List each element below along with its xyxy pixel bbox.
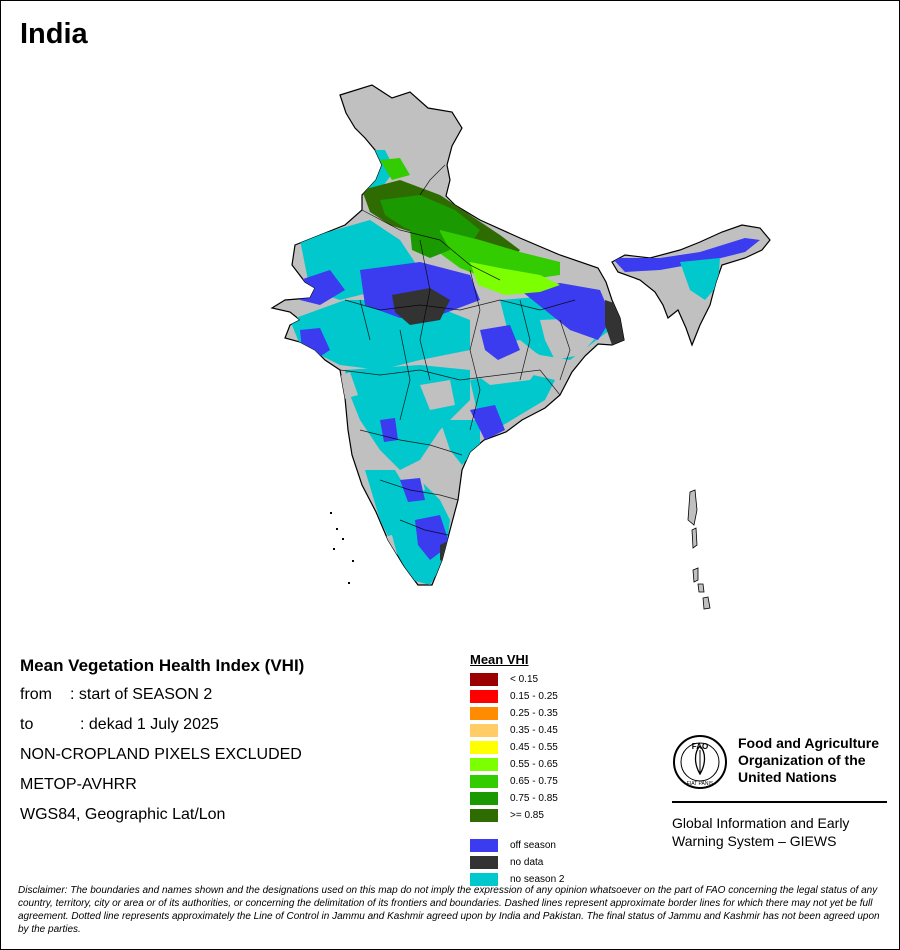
cropland-note: NON-CROPLAND PIXELS EXCLUDED xyxy=(20,746,302,763)
legend-item: 0.55 - 0.65 xyxy=(470,756,565,773)
from-value: : start of SEASON 2 xyxy=(70,686,213,703)
legend-label: no data xyxy=(510,857,544,868)
legend-swatch xyxy=(470,673,498,686)
legend-item: >= 0.85 xyxy=(470,807,565,824)
state-borders xyxy=(339,164,576,536)
disclaimer: Disclaimer: The boundaries and names sho… xyxy=(18,885,880,935)
legend-swatch xyxy=(470,707,498,720)
fao-logo-motto: FIAT PANIS xyxy=(687,781,714,787)
legend-item: 0.45 - 0.55 xyxy=(470,739,565,756)
fao-logo-icon: FAO FIAT PANIS xyxy=(673,735,727,789)
india-vhi-map xyxy=(270,84,771,610)
legend-swatch xyxy=(470,690,498,703)
period-to: to : dekad 1 July 2025 xyxy=(20,716,304,736)
period-from: from : start of SEASON 2 xyxy=(20,686,304,706)
legend-label: 0.25 - 0.35 xyxy=(510,708,558,719)
high-vhi-areas xyxy=(362,158,560,295)
legend-item: no season 2 xyxy=(470,871,565,888)
fao-name-line: United Nations xyxy=(738,769,837,785)
legend-label: 0.45 - 0.55 xyxy=(510,742,558,753)
fao-divider xyxy=(672,801,887,803)
fao-name-line: Food and Agriculture xyxy=(738,735,880,751)
legend-item: < 0.15 xyxy=(470,671,565,688)
giews-line: Global Information and Early xyxy=(672,815,850,831)
legend-item: 0.15 - 0.25 xyxy=(470,688,565,705)
legend-label: 0.75 - 0.85 xyxy=(510,793,558,804)
legend-item: 0.75 - 0.85 xyxy=(470,790,565,807)
northeast-no-season2 xyxy=(680,258,720,300)
legend-item: off season xyxy=(470,837,565,854)
map-title: India xyxy=(20,18,88,50)
fao-organization-name: Food and Agriculture Organization of the… xyxy=(738,735,898,786)
legend-label: 0.15 - 0.25 xyxy=(510,691,558,702)
legend-item: 0.35 - 0.45 xyxy=(470,722,565,739)
lakshadweep-islands xyxy=(330,512,354,584)
projection-note: WGS84, Geographic Lat/Lon xyxy=(20,806,226,823)
legend-item: no data xyxy=(470,854,565,871)
legend-label: < 0.15 xyxy=(510,674,539,685)
legend-label: no season 2 xyxy=(510,874,565,885)
giews-line: Warning System – GIEWS xyxy=(672,833,837,849)
legend-label: off season xyxy=(510,840,556,851)
legend-swatch xyxy=(470,873,498,886)
northeast-off-season xyxy=(612,238,760,272)
from-label: from xyxy=(20,686,52,703)
sensor-note: METOP-AVHRR xyxy=(20,776,137,793)
legend-item: 0.25 - 0.35 xyxy=(470,705,565,722)
legend-title: Mean VHI xyxy=(470,652,529,667)
legend-swatch xyxy=(470,724,498,737)
legend-swatch xyxy=(470,839,498,852)
legend-swatch xyxy=(470,792,498,805)
andaman-islands xyxy=(687,489,711,610)
to-label: to xyxy=(20,716,34,733)
index-heading: Mean Vegetation Health Index (VHI) xyxy=(20,656,305,675)
legend-swatch xyxy=(470,809,498,822)
legend-swatch xyxy=(470,741,498,754)
legend-item: 0.65 - 0.75 xyxy=(470,773,565,790)
map-info-panel: Mean Vegetation Health Index (VHI) from:… xyxy=(20,656,304,836)
fao-logo-letters: FAO xyxy=(692,742,708,751)
off-season-areas xyxy=(300,262,612,560)
to-value: : dekad 1 July 2025 xyxy=(80,716,219,733)
fao-name-line: Organization of the xyxy=(738,752,866,768)
giews-name: Global Information and Early Warning Sys… xyxy=(672,814,892,850)
legend-swatch xyxy=(470,758,498,771)
legend-swatch xyxy=(470,775,498,788)
legend-swatch xyxy=(470,856,498,869)
legend-label: 0.35 - 0.45 xyxy=(510,725,558,736)
legend-label: 0.55 - 0.65 xyxy=(510,759,558,770)
legend-label: 0.65 - 0.75 xyxy=(510,776,558,787)
legend-label: >= 0.85 xyxy=(510,810,544,821)
legend: Mean VHI < 0.15 0.15 - 0.25 0.25 - 0.35 … xyxy=(470,652,565,888)
